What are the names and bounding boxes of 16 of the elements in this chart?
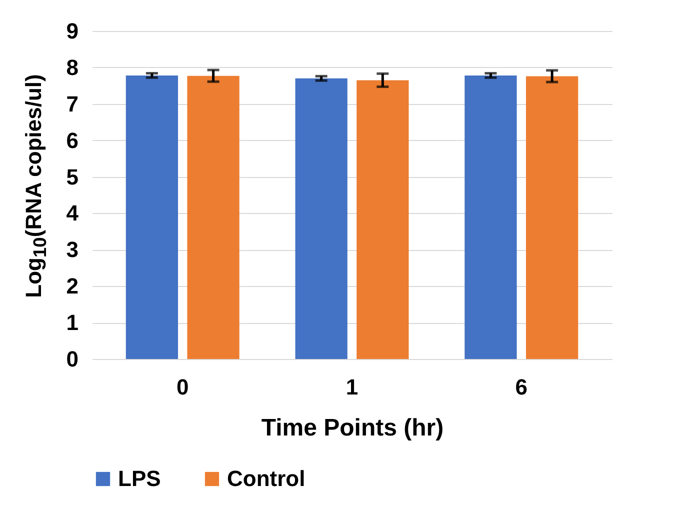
x-axis-title: Time Points (hr)	[261, 414, 444, 442]
y-tick-label: 0	[66, 346, 78, 372]
y-tick-label: 5	[66, 164, 78, 190]
y-tick-label: 9	[66, 18, 78, 44]
y-tick-label: 6	[66, 128, 78, 153]
y-tick-label: 7	[66, 91, 78, 116]
y-tick-label: 8	[66, 54, 78, 80]
legend-label: Control	[227, 466, 306, 491]
legend-label: LPS	[118, 466, 161, 491]
y-tick-label: 4	[66, 200, 80, 226]
y-tick-label: 1	[66, 310, 78, 336]
x-tick-label: 0	[176, 374, 189, 400]
y-tick-label: 2	[66, 274, 78, 299]
x-tick-label: 1	[346, 374, 358, 400]
x-tick-label: 6	[515, 374, 528, 400]
y-tick-label: 3	[66, 237, 78, 262]
